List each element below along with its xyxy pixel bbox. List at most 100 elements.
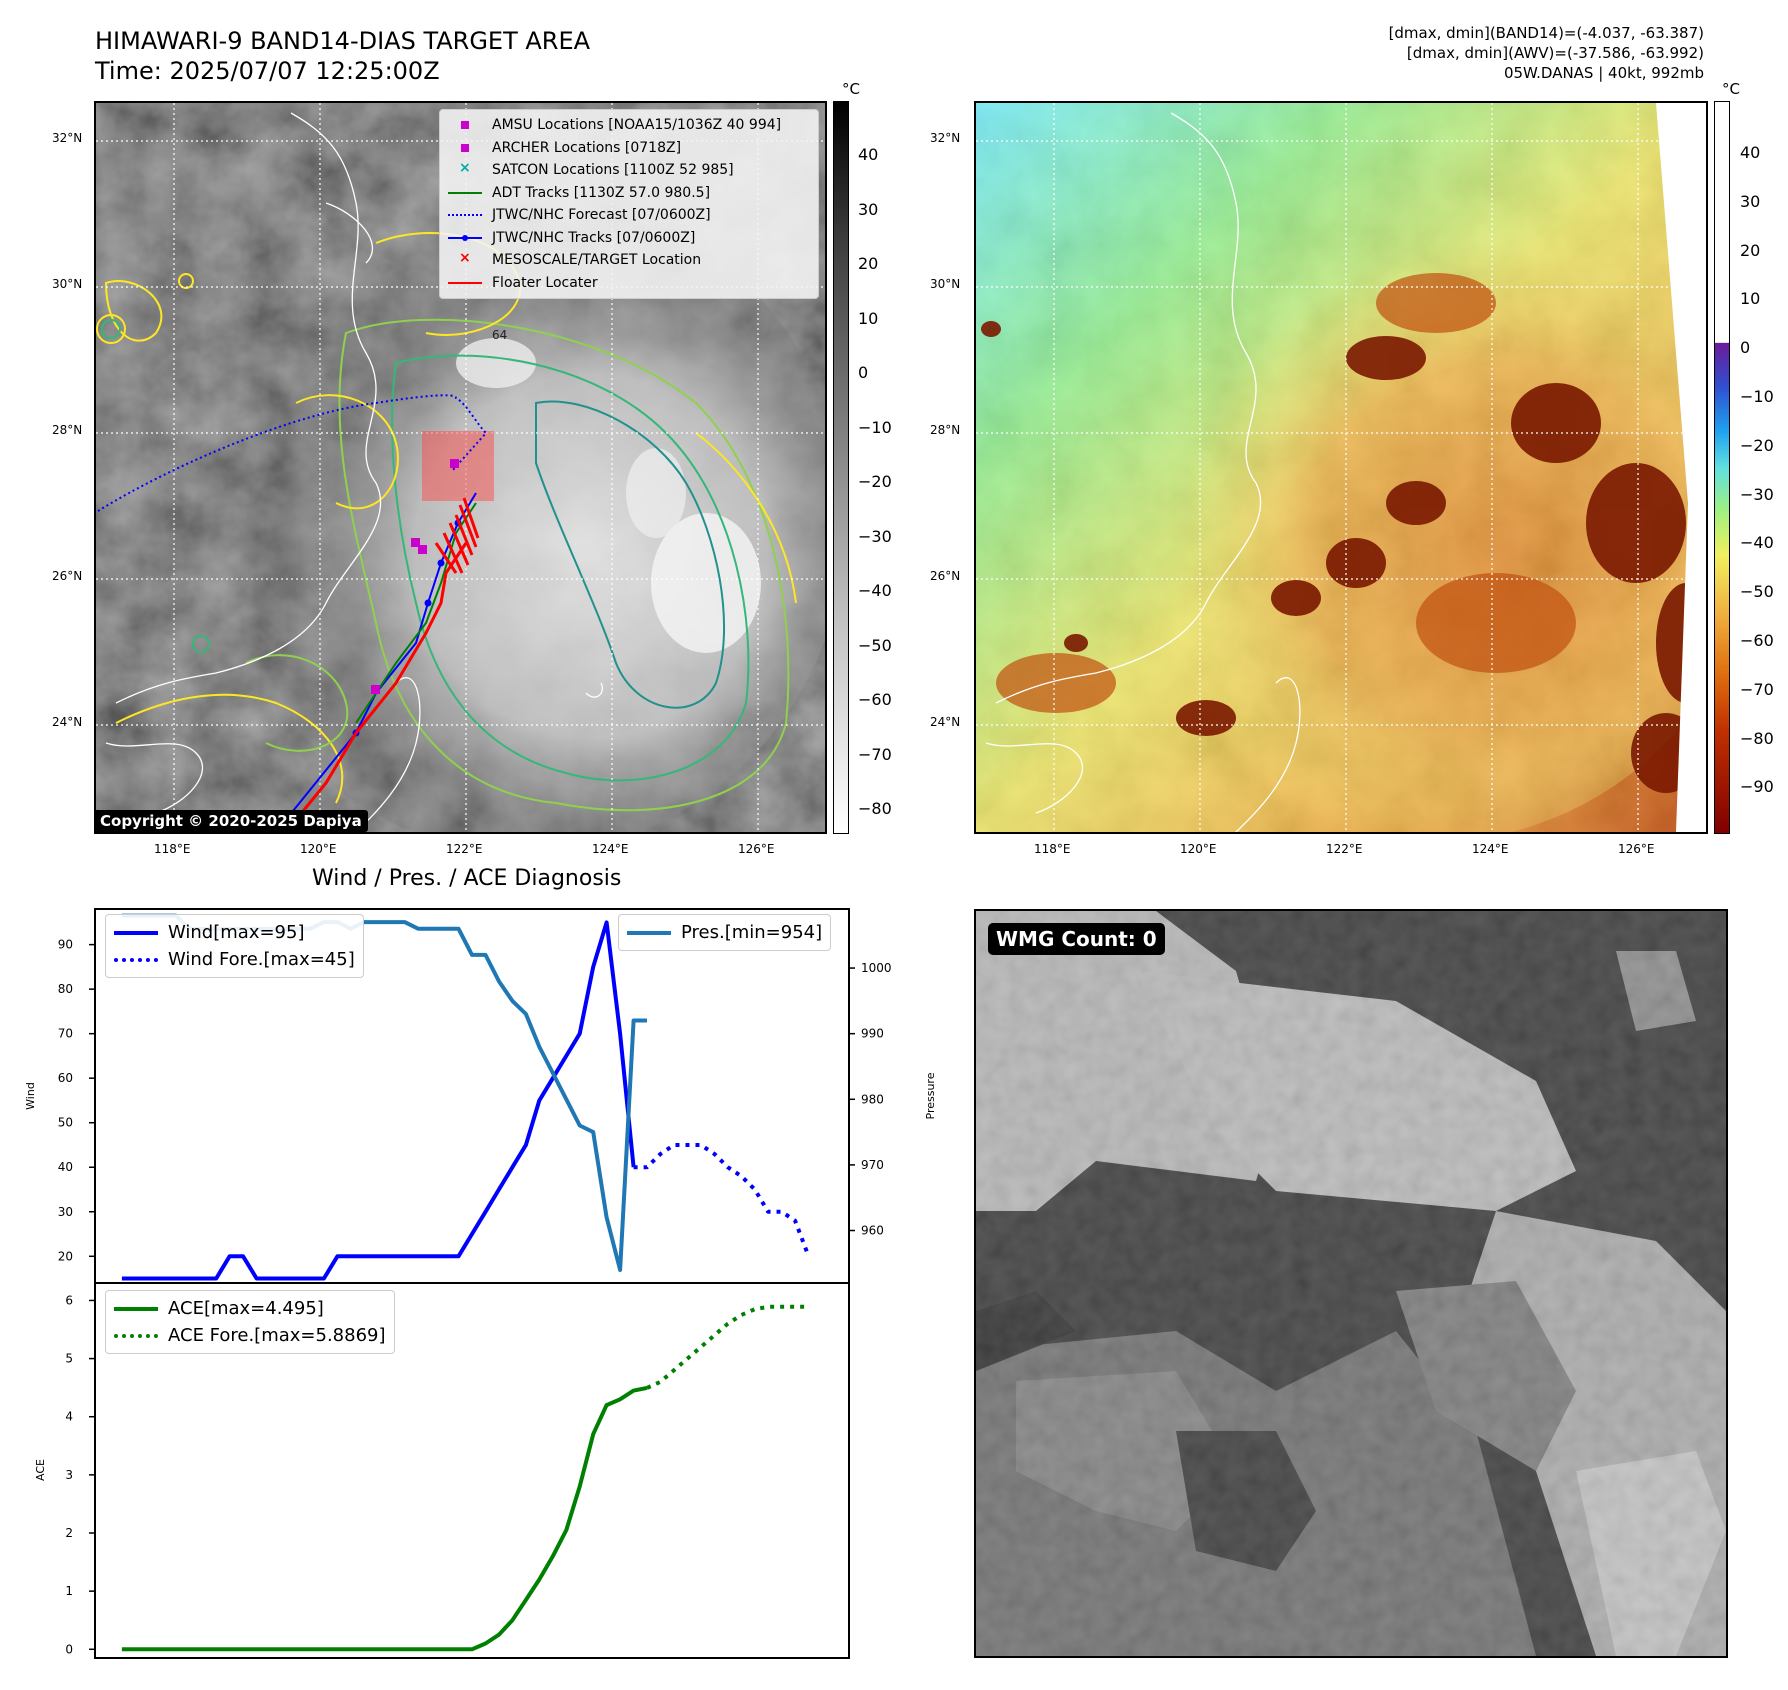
info-band14-range: [dmax, dmin](BAND14)=(-4.037, -63.387) — [1388, 24, 1704, 42]
axis-tick-label: 5 — [65, 1352, 73, 1366]
line-dot-icon — [448, 231, 482, 245]
series-line-ace — [121, 1385, 648, 1652]
colorbar-tick-label: −20 — [1740, 435, 1774, 455]
lon-label: 120°E — [1180, 842, 1217, 856]
colorbar-tick-label: −80 — [1740, 728, 1774, 748]
pressure-legend: Pres.[min=954] — [618, 914, 832, 951]
legend-label: ACE[max=4.495] — [168, 1298, 324, 1319]
dotted-line-icon — [114, 1333, 158, 1338]
colorbar-tick-label: −60 — [858, 690, 892, 709]
wmg-panel: WMG Count: 0 — [974, 909, 1728, 1658]
colorbar-tick-label: 20 — [1740, 240, 1761, 260]
colorbar-tick-label: −50 — [1740, 582, 1774, 602]
axis-tick-label: 970 — [861, 1158, 884, 1172]
lat-label: 26°N — [52, 569, 83, 583]
dotted-line-icon — [448, 208, 482, 222]
lat-label: 30°N — [52, 277, 83, 291]
band14-map: 64 — [94, 101, 827, 834]
legend-item-floater: Floater Locater — [448, 272, 810, 295]
colorbar-tick-label: 10 — [858, 308, 879, 328]
legend-item-satcon: × SATCON Locations [1100Z 52 985] — [448, 159, 810, 182]
colorbar-unit: °C — [1722, 80, 1740, 98]
ace-legend: ACE[max=4.495] ACE Fore.[max=5.8869] — [105, 1290, 395, 1354]
colorbar-tick-label: 30 — [858, 199, 879, 219]
lat-label: 26°N — [930, 569, 961, 583]
legend-item-jtwc-forecast: JTWC/NHC Forecast [07/0600Z] — [448, 204, 810, 227]
lon-label: 118°E — [154, 842, 191, 856]
colorbar-tick-label: −20 — [858, 472, 892, 491]
axis-tick-label: 90 — [58, 938, 73, 952]
line-icon — [448, 186, 482, 200]
colorbar-tick-label: 40 — [1740, 143, 1761, 162]
ace-axis-label: ACE — [34, 1459, 47, 1481]
colorbar-tick-label: −70 — [1740, 679, 1774, 699]
awv-map — [974, 101, 1708, 834]
lon-label: 122°E — [1326, 842, 1363, 856]
axis-tick-label: 990 — [861, 1027, 884, 1041]
axis-tick-label: 50 — [58, 1116, 73, 1130]
colorbar-color — [1714, 101, 1730, 834]
colorbar-tick-label: −60 — [1740, 631, 1774, 650]
axis-tick-label: 3 — [65, 1468, 73, 1482]
info-awv-range: [dmax, dmin](AWV)=(-37.586, -63.992) — [1406, 44, 1704, 62]
axis-tick-label: 70 — [58, 1027, 73, 1041]
colorbar-tick-label: −90 — [1740, 777, 1774, 797]
lat-label: 32°N — [52, 131, 83, 145]
legend-label: AMSU Locations [NOAA15/1036Z 40 994] — [492, 117, 782, 134]
square-marker-icon — [448, 141, 482, 155]
legend-label: Wind Fore.[max=45] — [168, 949, 355, 970]
legend-label: JTWC/NHC Forecast [07/0600Z] — [492, 207, 711, 224]
info-storm: 05W.DANAS | 40kt, 992mb — [1503, 64, 1704, 82]
series-line-wind-fore- — [633, 1143, 811, 1258]
lat-label: 32°N — [930, 131, 961, 145]
lon-label: 126°E — [738, 842, 775, 856]
colorbar-tick-label: −50 — [858, 635, 892, 655]
legend-item-adt: ADT Tracks [1130Z 57.0 980.5] — [448, 182, 810, 205]
legend-item-jtwc-tracks: JTWC/NHC Tracks [07/0600Z] — [448, 227, 810, 250]
lat-label: 30°N — [930, 277, 961, 291]
lon-label: 124°E — [592, 842, 629, 856]
axis-tick-label: 6 — [65, 1293, 73, 1307]
lat-label: 24°N — [930, 715, 961, 729]
square-marker-icon — [448, 118, 482, 132]
colorbar-tick-label: 10 — [1740, 289, 1761, 309]
dotted-line-icon — [114, 957, 158, 962]
x-marker-icon: × — [459, 160, 471, 177]
legend-item-ace: ACE[max=4.495] — [114, 1295, 386, 1322]
series-line-wind — [121, 920, 636, 1281]
awv-map-image — [976, 103, 1706, 832]
legend-label: Pres.[min=954] — [681, 922, 823, 943]
legend-item-mesoscale: × MESOSCALE/TARGET Location — [448, 249, 810, 272]
lon-label: 126°E — [1618, 842, 1655, 856]
colorbar-tick-label: −30 — [858, 526, 892, 546]
lat-label: 28°N — [52, 423, 83, 437]
diagnosis-title: Wind / Pres. / ACE Diagnosis — [312, 866, 622, 891]
legend-item-ace-forecast: ACE Fore.[max=5.8869] — [114, 1322, 386, 1349]
legend-label: ADT Tracks [1130Z 57.0 980.5] — [492, 184, 711, 201]
series-line-ace-fore- — [646, 1304, 809, 1390]
colorbar-tick-label: 0 — [858, 363, 869, 382]
legend-item-archer: ARCHER Locations [0718Z] — [448, 137, 810, 160]
colorbar-tick-label: 30 — [1740, 191, 1761, 211]
axis-tick-label: 20 — [58, 1249, 73, 1263]
colorbar-unit: °C — [842, 80, 860, 98]
legend-label: SATCON Locations [1100Z 52 985] — [492, 162, 734, 179]
axis-tick-label: 4 — [65, 1410, 73, 1424]
colorbar-tick-label: −80 — [858, 799, 892, 818]
wmg-image — [976, 911, 1726, 1656]
colorbar-tick-label: −30 — [1740, 484, 1774, 504]
legend-label: ARCHER Locations [0718Z] — [492, 139, 682, 156]
colorbar-tick-label: 20 — [858, 254, 879, 273]
colorbar-tick-label: 0 — [1740, 338, 1751, 358]
legend-label: MESOSCALE/TARGET Location — [492, 252, 702, 269]
figure-title: HIMAWARI-9 BAND14-DIAS TARGET AREA — [95, 27, 591, 55]
legend-label: Wind[max=95] — [168, 922, 305, 943]
wind-legend: Wind[max=95] Wind Fore.[max=45] — [105, 914, 364, 978]
lat-label: 24°N — [52, 715, 83, 729]
legend-item-pressure: Pres.[min=954] — [627, 919, 822, 946]
colorbar-tick-label: −70 — [858, 744, 892, 764]
solid-line-icon — [114, 1306, 158, 1311]
axis-tick-label: 1000 — [861, 961, 892, 975]
solid-line-icon — [114, 930, 158, 935]
axis-tick-label: 980 — [861, 1092, 884, 1106]
